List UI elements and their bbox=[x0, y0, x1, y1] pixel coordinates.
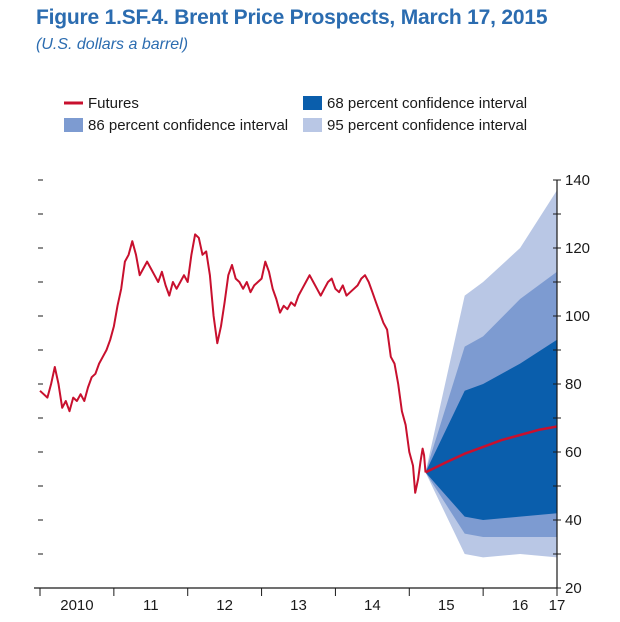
legend-label-86: 86 percent confidence interval bbox=[88, 117, 288, 134]
futures-lines bbox=[39, 233, 558, 494]
figure-title: Figure 1.SF.4. Brent Price Prospects, Ma… bbox=[36, 6, 548, 29]
y-tick-label: 60 bbox=[565, 444, 582, 461]
chart-legend: Futures 68 percent confidence interval 8… bbox=[64, 95, 527, 134]
y-tick-label: 80 bbox=[565, 376, 582, 393]
x-tick-label: 12 bbox=[216, 597, 233, 614]
y-tick-label: 140 bbox=[565, 172, 590, 189]
series-line-line bbox=[39, 233, 427, 494]
y-tick-label: 120 bbox=[565, 240, 590, 257]
legend-label-95: 95 percent confidence interval bbox=[327, 117, 527, 134]
figure-subtitle: (U.S. dollars a barrel) bbox=[36, 36, 189, 53]
confidence-bands bbox=[425, 190, 557, 558]
x-tick-label: 13 bbox=[290, 597, 307, 614]
y-tick-label: 40 bbox=[565, 512, 582, 529]
confidence-band-2 bbox=[425, 339, 557, 520]
x-tick-label: 16 bbox=[512, 597, 529, 614]
x-tick-label: 11 bbox=[143, 597, 159, 614]
legend-label-futures: Futures bbox=[88, 95, 139, 112]
legend-swatch-68 bbox=[303, 96, 322, 110]
y-tick-label: 100 bbox=[565, 308, 590, 325]
series-line-projection bbox=[424, 425, 558, 474]
chart-axes: 20 40 60 80 100 120 140 2010 11 12 13 14 15 16 17 bbox=[34, 172, 590, 614]
x-tick-label: 14 bbox=[364, 597, 381, 614]
legend-swatch-86 bbox=[64, 118, 83, 132]
x-tick-label: 2010 bbox=[60, 597, 93, 614]
legend-swatch-95 bbox=[303, 118, 322, 132]
legend-label-68: 68 percent confidence interval bbox=[327, 95, 527, 112]
x-tick-label: 15 bbox=[438, 597, 455, 614]
y-tick-label: 20 bbox=[565, 580, 582, 597]
x-tick-label: 17 bbox=[549, 597, 566, 614]
